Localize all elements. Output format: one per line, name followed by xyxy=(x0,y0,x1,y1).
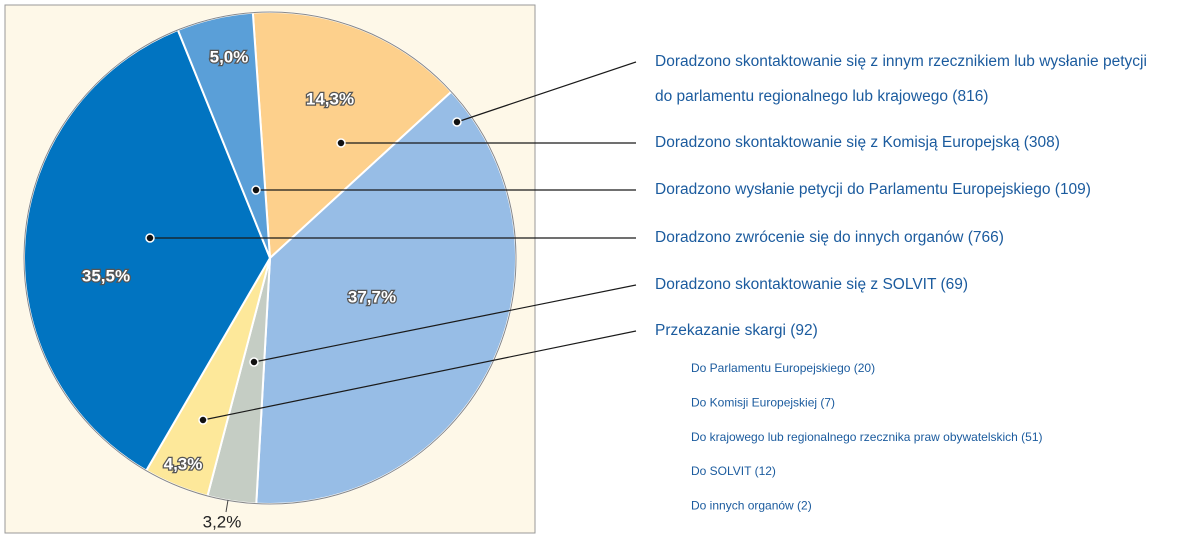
legend-label-line: Doradzono skontaktowanie się z innym rze… xyxy=(655,53,1147,70)
legend-label: Doradzono skontaktowanie się z innym rze… xyxy=(655,53,1147,105)
legend-label: Doradzono skontaktowanie się z Komisją E… xyxy=(655,134,1060,151)
leader-line xyxy=(456,61,637,123)
sub-item: Do Komisji Europejskiej (7) xyxy=(691,395,835,409)
leader-dot xyxy=(145,233,155,243)
legend-label: Doradzono wysłanie petycji do Parlamentu… xyxy=(655,181,1091,198)
legend-label: Doradzono skontaktowanie się z SOLVIT (6… xyxy=(655,276,968,293)
legend-label: Przekazanie skargi (92) xyxy=(655,322,818,339)
slice-label: 3,2% xyxy=(203,512,242,531)
leader-dot xyxy=(336,138,346,148)
sub-item: Do innych organów (2) xyxy=(691,498,812,512)
legend-label: Doradzono zwrócenie się do innych organó… xyxy=(655,229,1004,246)
slice-label: 4,3% xyxy=(164,454,203,473)
slice-label: 35,5% xyxy=(82,266,130,285)
leader-line xyxy=(253,284,637,363)
slice-label: 5,0% xyxy=(210,47,249,66)
sub-item: Do Parlamentu Europejskiego (20) xyxy=(691,361,875,375)
label-tick xyxy=(225,499,229,513)
leader-dot xyxy=(198,415,208,425)
slice-label: 37,7% xyxy=(348,287,396,306)
pie-outline xyxy=(23,11,517,505)
slice-label: 14,3% xyxy=(306,89,354,108)
leader-line xyxy=(202,330,637,421)
sub-item: Do krajowego lub regionalnego rzecznika … xyxy=(691,430,1043,444)
leader-dot xyxy=(249,357,259,367)
legend-label-line: do parlamentu regionalnego lub krajowego… xyxy=(655,88,988,105)
leader-dot xyxy=(452,117,462,127)
leader-dot xyxy=(251,185,261,195)
sub-item: Do SOLVIT (12) xyxy=(691,464,776,478)
